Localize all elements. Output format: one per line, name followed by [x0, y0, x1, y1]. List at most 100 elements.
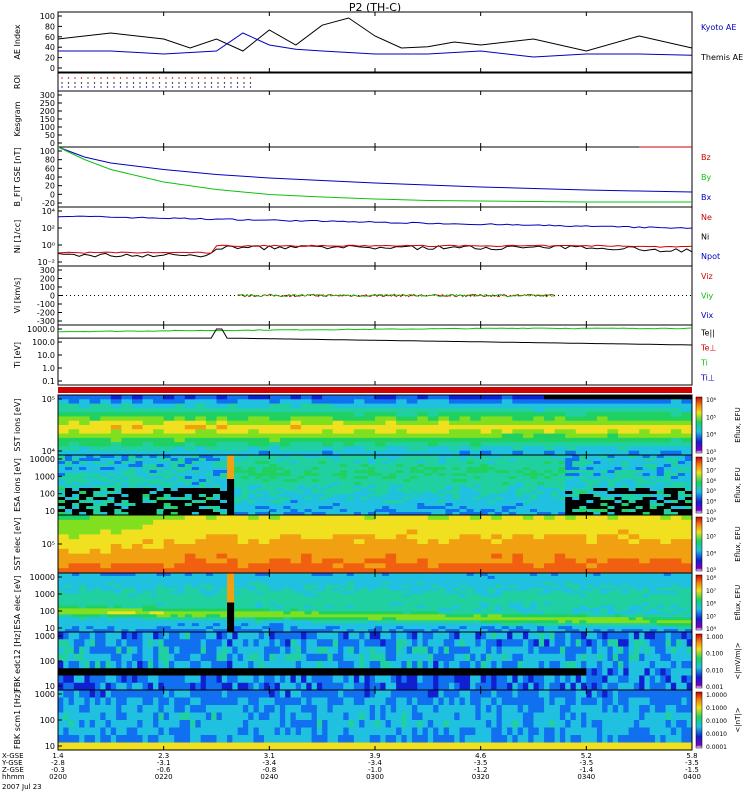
esa_i-cell [93, 500, 101, 504]
esa_e-cell [410, 629, 418, 633]
sst_i-cell [195, 437, 207, 443]
esa_e-cell [389, 587, 397, 592]
esa_i-cell [642, 461, 651, 465]
esa_i-cell [508, 479, 517, 483]
esa_e-cell [438, 599, 446, 603]
esa_i-cell [396, 497, 404, 501]
esa_i-cell [635, 455, 644, 459]
esa_e-cell [290, 617, 298, 621]
esa_i-cell [170, 497, 179, 501]
esa_i-cell [600, 509, 608, 513]
sst_e-cell [89, 524, 101, 530]
sst_e-cell [480, 568, 492, 574]
sst_e-cell [258, 534, 270, 540]
esa_e-cell [227, 587, 235, 592]
esa_i-cell [135, 509, 143, 513]
esa_i-cell [417, 470, 425, 474]
esa_e-cell [304, 626, 312, 630]
esa_e-cell [353, 605, 362, 609]
esa_i-cell [593, 497, 601, 501]
esa_e-cell [212, 587, 221, 592]
sst_i-cell [121, 420, 133, 426]
esa_i-cell [65, 500, 73, 504]
sst_e-cell [533, 568, 545, 574]
sst_i-cell [544, 399, 556, 404]
esa_i-cell [642, 473, 651, 477]
sst_e-cell [533, 519, 545, 526]
esa_i-cell [58, 491, 66, 495]
sst_e-cell [248, 563, 260, 569]
esa_e-cell [375, 573, 383, 577]
esa_i-cell [346, 455, 355, 459]
esa_i-cell [269, 500, 277, 504]
esa_e-cell [480, 593, 489, 597]
sst_i-cell [100, 407, 112, 413]
esa_i-cell [198, 509, 207, 513]
esa_e-cell [480, 584, 489, 589]
sst_i-cell [670, 420, 682, 426]
esa_e-cell [403, 581, 411, 586]
sst_e-cell [58, 519, 69, 526]
esa_e-cell [205, 608, 214, 612]
esa_e-cell [100, 599, 108, 603]
sst_i-cell [670, 407, 682, 413]
sst_i-cell [470, 403, 482, 409]
sst_i-cell [227, 407, 239, 413]
sst_i-cell [491, 446, 503, 452]
sst_e-cell [396, 553, 408, 559]
esa_i-cell [480, 506, 489, 510]
esa_e-cell [410, 623, 418, 627]
sst_e-cell [427, 553, 439, 559]
esa_i-cell [107, 482, 115, 486]
sst_e-cell [607, 524, 619, 530]
sst_e-cell [501, 558, 513, 564]
sst_i-ylabel: SST ions [eV] [13, 398, 22, 451]
sst_i-cell [438, 450, 450, 456]
sst_i-cell [417, 407, 429, 413]
esa_i-cell [121, 500, 129, 504]
sst_e-cell [195, 558, 207, 564]
esa_e-cell [198, 605, 207, 609]
esa_i-cell [572, 512, 580, 516]
esa_i-cell [332, 512, 341, 516]
esa_i-cell [290, 476, 298, 480]
sst_i-cell [142, 416, 154, 422]
esa_i-cell [227, 458, 235, 462]
esa_i-cell [128, 503, 136, 507]
esa_i-cell [367, 503, 376, 507]
esa_i-cell [311, 455, 320, 459]
sst_i-cell [375, 403, 386, 409]
esa_i-cell [86, 455, 94, 459]
sst_e-cell [131, 515, 143, 521]
esa_i-cell [607, 494, 615, 498]
sst_e-cell [639, 524, 651, 530]
sst_e-cell [649, 539, 661, 545]
esa_i-cell [212, 458, 221, 462]
t-series-te [58, 328, 693, 346]
esa_i-cell [114, 512, 122, 516]
esa_i-cell [487, 503, 496, 507]
esa_i-cell [198, 473, 207, 477]
sst_e-cell [216, 544, 228, 550]
esa_i-cell [184, 473, 193, 477]
sst_i-cell [480, 437, 492, 443]
esa_i-cell [452, 512, 460, 516]
esa_i-cell [135, 479, 143, 483]
sst_e-cell [607, 519, 619, 526]
sst_i-cell [533, 450, 545, 456]
esa_i-cell [572, 470, 580, 474]
esa_e-cell [114, 578, 122, 583]
esa_i-cell [473, 500, 482, 504]
sst_e-cell [353, 568, 365, 574]
esa_i-cell [600, 488, 608, 492]
esa_i-cell [227, 464, 235, 468]
esa_i-cell [459, 467, 467, 471]
esa_i-cell [58, 473, 66, 477]
esa_e-cell [396, 617, 404, 621]
esa_i-cell [184, 512, 193, 516]
esa_i-cell [558, 491, 566, 495]
sst_i-cell [205, 425, 217, 430]
esa_e-cell [452, 578, 460, 583]
esa_e-cell [410, 578, 418, 583]
esa_i-cell [149, 485, 158, 489]
